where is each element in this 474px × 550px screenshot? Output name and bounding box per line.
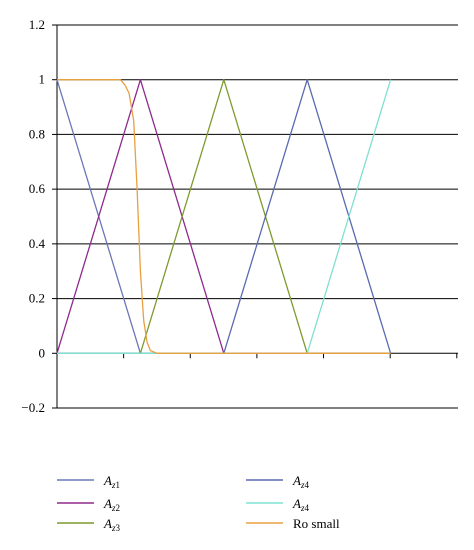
series-lines: [56, 79, 392, 354]
legend-item-4: Az4: [246, 496, 309, 513]
y-tick-label-2: 0.2: [29, 291, 45, 306]
legend-item-1: Az2: [57, 496, 120, 513]
y-tick-label-6: 1: [39, 72, 46, 87]
y-tick-label-7: 1.2: [29, 17, 45, 32]
y-tick-label-0: −0.2: [21, 400, 45, 415]
legend-item-5: Ro small: [246, 516, 340, 531]
y-tick-label-5: 0.8: [29, 126, 45, 141]
legend-label-3: Az4: [292, 473, 309, 490]
legend: Az1 Az2 Az3 Az4 Az4 Ro small: [57, 473, 340, 533]
y-tick-label-4: 0.6: [29, 181, 46, 196]
legend-label-5: Ro small: [293, 516, 340, 531]
legend-item-3: Az4: [246, 473, 309, 490]
legend-item-2: Az3: [57, 516, 120, 533]
legend-label-2: Az3: [103, 516, 120, 533]
axes: [52, 24, 458, 409]
grid-lines: [57, 24, 458, 409]
y-tick-label-1: 0: [39, 345, 46, 360]
legend-label-4: Az4: [292, 496, 309, 513]
series-line-1: [56, 79, 391, 354]
series-line-2: [57, 79, 391, 354]
y-tick-label-3: 0.4: [29, 236, 46, 251]
series-line-5: [57, 79, 391, 354]
legend-label-0: Az1: [103, 473, 120, 490]
y-tick-labels: −0.2 0 0.2 0.4 0.6 0.8 1 1.2: [21, 17, 45, 415]
legend-item-0: Az1: [57, 473, 120, 490]
legend-label-1: Az2: [103, 496, 120, 513]
series-line-3: [57, 79, 392, 354]
series-line-0: [56, 79, 391, 354]
series-line-4: [57, 79, 392, 354]
